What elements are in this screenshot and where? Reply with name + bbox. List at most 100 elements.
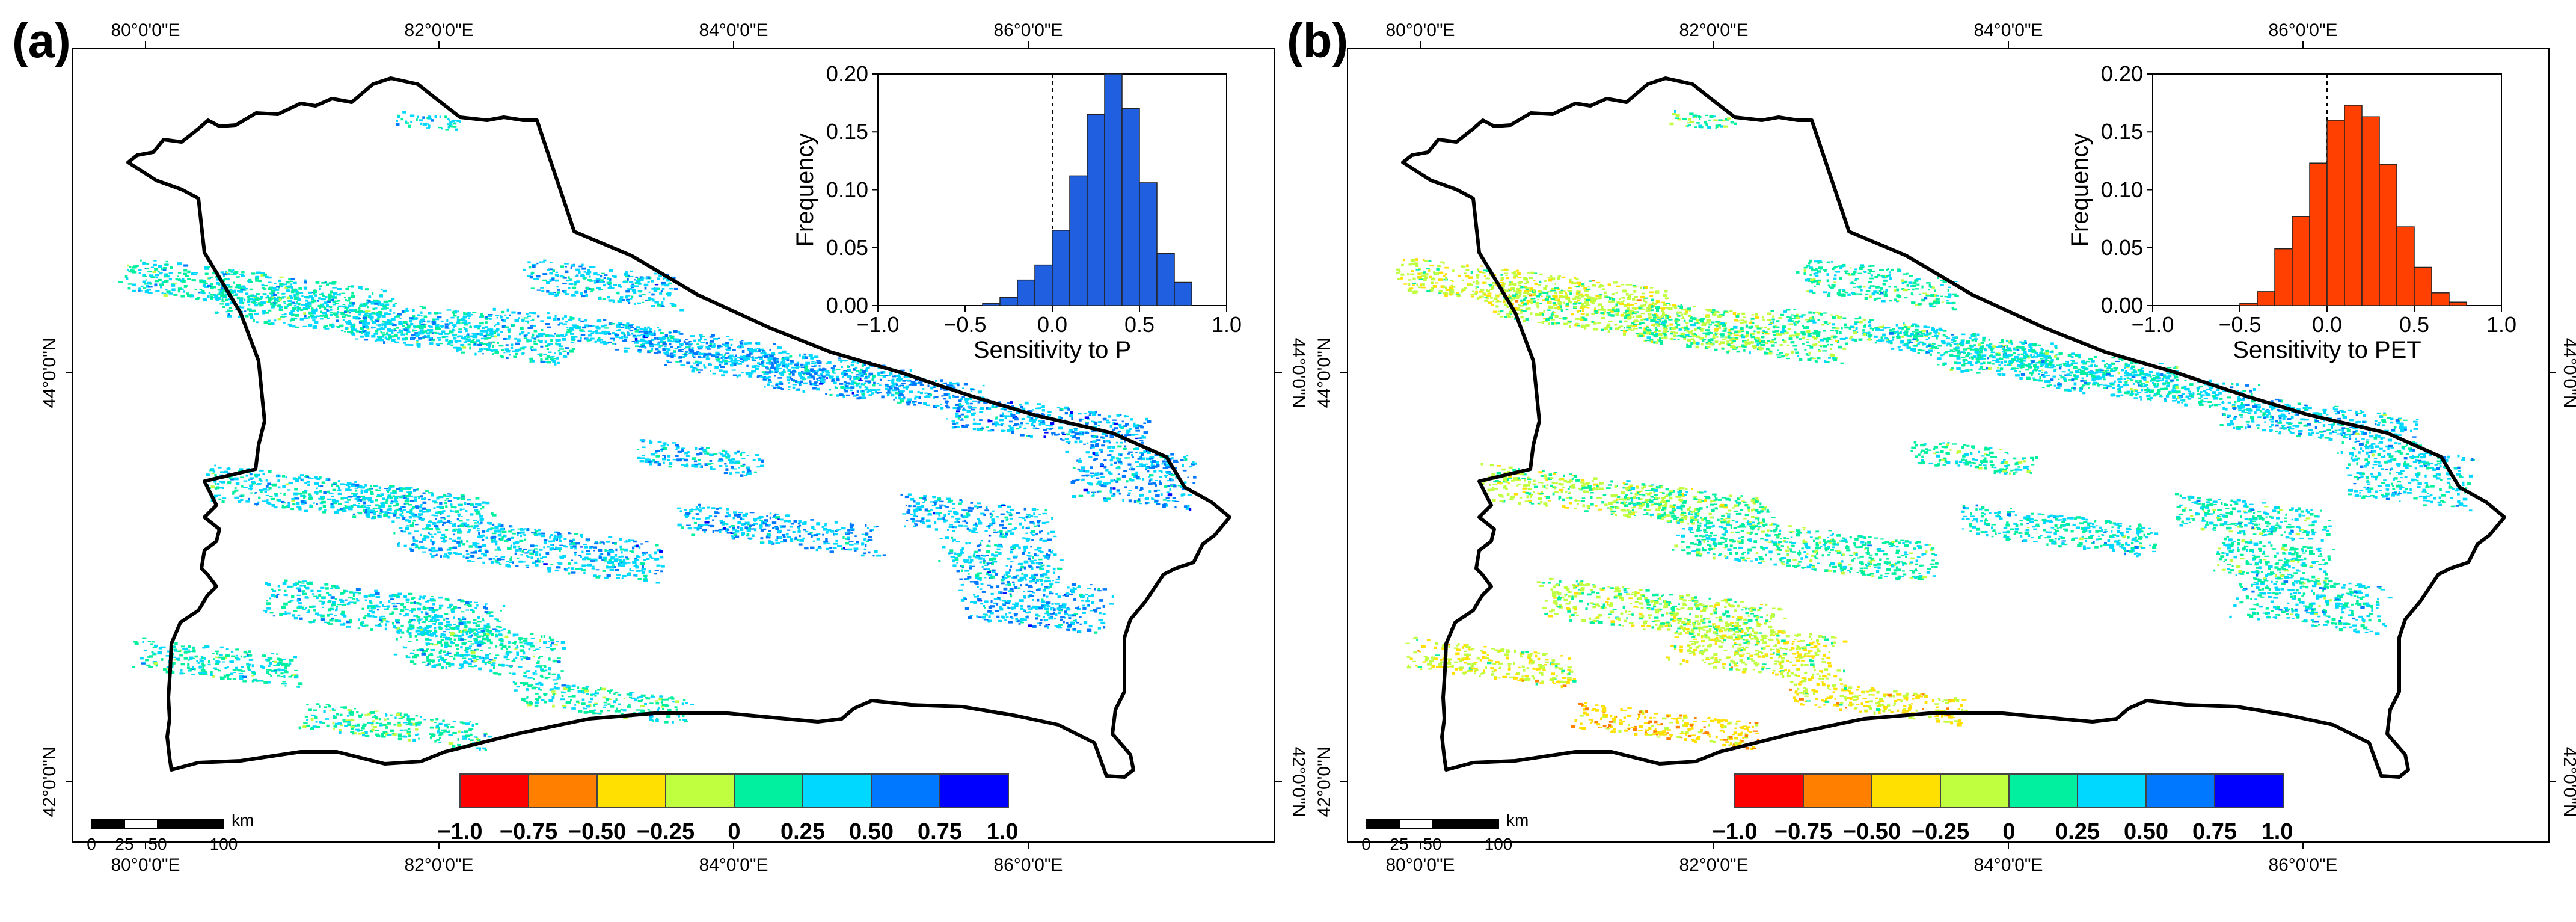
sensitivity-pixel	[556, 566, 561, 569]
sensitivity-pixel	[1090, 466, 1093, 469]
sensitivity-pixel	[581, 550, 584, 553]
sensitivity-pixel	[474, 341, 477, 344]
sensitivity-pixel	[320, 315, 325, 317]
sensitivity-pixel	[1027, 526, 1030, 529]
sensitivity-pixel	[1135, 486, 1139, 489]
sensitivity-pixel	[1105, 434, 1108, 437]
sensitivity-pixel	[1109, 450, 1114, 453]
sensitivity-pixel	[382, 321, 385, 323]
sensitivity-pixel	[1075, 437, 1080, 440]
sensitivity-pixel	[210, 468, 215, 471]
sensitivity-pixel	[927, 393, 931, 395]
sensitivity-pixel	[435, 327, 440, 330]
sensitivity-pixel	[235, 276, 240, 278]
sensitivity-pixel	[1096, 435, 1099, 438]
sensitivity-pixel	[786, 359, 790, 361]
sensitivity-pixel	[768, 379, 771, 381]
sensitivity-pixel	[742, 514, 747, 517]
sensitivity-pixel	[780, 541, 784, 543]
sensitivity-pixel	[908, 384, 913, 386]
sensitivity-pixel	[429, 548, 432, 550]
sensitivity-pixel	[1135, 452, 1138, 453]
sensitivity-pixel	[304, 317, 308, 319]
sensitivity-pixel	[776, 536, 779, 539]
sensitivity-pixel	[548, 351, 552, 353]
sensitivity-pixel	[701, 352, 706, 355]
sensitivity-pixel	[1008, 420, 1013, 423]
sensitivity-pixel	[411, 544, 414, 546]
sensitivity-pixel	[540, 360, 545, 363]
sensitivity-pixel	[276, 475, 278, 478]
sensitivity-pixel	[1143, 450, 1147, 453]
sensitivity-pixel	[681, 526, 684, 529]
sensitivity-pixel	[627, 332, 630, 335]
sensitivity-pixel	[1036, 509, 1039, 511]
sensitivity-pixel	[856, 541, 859, 543]
sensitivity-pixel	[850, 389, 853, 392]
sensitivity-pixel	[452, 324, 455, 326]
sensitivity-pixel	[1097, 414, 1101, 417]
sensitivity-pixel	[532, 360, 535, 363]
sensitivity-pixel	[370, 485, 373, 488]
sensitivity-pixel	[1070, 411, 1073, 414]
sensitivity-pixel	[375, 505, 378, 507]
sensitivity-pixel	[699, 510, 702, 513]
sensitivity-pixel	[654, 352, 658, 354]
sensitivity-pixel	[606, 550, 610, 552]
sensitivity-pixel	[334, 303, 339, 304]
sensitivity-pixel	[713, 345, 716, 347]
sensitivity-pixel	[643, 330, 648, 331]
sensitivity-pixel	[1023, 427, 1027, 429]
sensitivity-pixel	[785, 356, 790, 360]
sensitivity-pixel	[489, 318, 492, 320]
sensitivity-pixel	[871, 529, 874, 532]
sensitivity-pixel	[387, 508, 392, 511]
sensitivity-pixel	[624, 336, 628, 339]
sensitivity-pixel	[240, 499, 244, 501]
sensitivity-pixel	[697, 361, 702, 365]
sensitivity-pixel	[1141, 457, 1145, 461]
sensitivity-pixel	[970, 390, 973, 392]
sensitivity-pixel	[311, 310, 313, 312]
sensitivity-pixel	[544, 340, 547, 343]
sensitivity-pixel	[589, 547, 593, 550]
sensitivity-pixel	[615, 334, 619, 336]
sensitivity-pixel	[464, 336, 468, 337]
sensitivity-pixel	[1095, 444, 1099, 447]
sensitivity-pixel	[497, 525, 500, 527]
sensitivity-pixel	[482, 505, 485, 509]
sensitivity-pixel	[775, 382, 780, 385]
sensitivity-pixel	[1107, 454, 1111, 456]
sensitivity-pixel	[1127, 494, 1130, 496]
sensitivity-pixel	[325, 478, 328, 481]
sensitivity-pixel	[824, 379, 826, 381]
sensitivity-pixel	[539, 549, 543, 551]
sensitivity-pixel	[339, 312, 344, 314]
sensitivity-pixel	[416, 343, 421, 346]
sensitivity-pixel	[840, 386, 845, 389]
sensitivity-pixel	[980, 428, 984, 430]
sensitivity-pixel	[688, 343, 693, 346]
sensitivity-pixel	[969, 402, 973, 405]
sensitivity-pixel	[472, 333, 476, 336]
sensitivity-pixel	[1051, 432, 1056, 434]
sensitivity-pixel	[771, 352, 776, 355]
sensitivity-pixel	[880, 371, 883, 374]
sensitivity-pixel	[438, 548, 443, 552]
sensitivity-pixel	[1156, 464, 1160, 467]
sensitivity-pixel	[480, 508, 482, 510]
lat-tick-left-42n: 42°0'0"N	[40, 747, 60, 817]
sensitivity-pixel	[648, 458, 651, 461]
sensitivity-pixel	[1183, 456, 1186, 459]
sensitivity-pixel	[581, 569, 586, 571]
sensitivity-pixel	[367, 299, 371, 303]
sensitivity-pixel	[1113, 479, 1115, 481]
sensitivity-pixel	[1153, 490, 1158, 493]
sensitivity-pixel	[297, 307, 299, 309]
sensitivity-pixel	[488, 343, 491, 346]
sensitivity-pixel	[684, 514, 687, 516]
sensitivity-pixel	[267, 322, 272, 325]
sensitivity-pixel	[815, 549, 818, 552]
sensitivity-pixel	[512, 561, 514, 564]
sensitivity-pixel	[147, 271, 152, 273]
